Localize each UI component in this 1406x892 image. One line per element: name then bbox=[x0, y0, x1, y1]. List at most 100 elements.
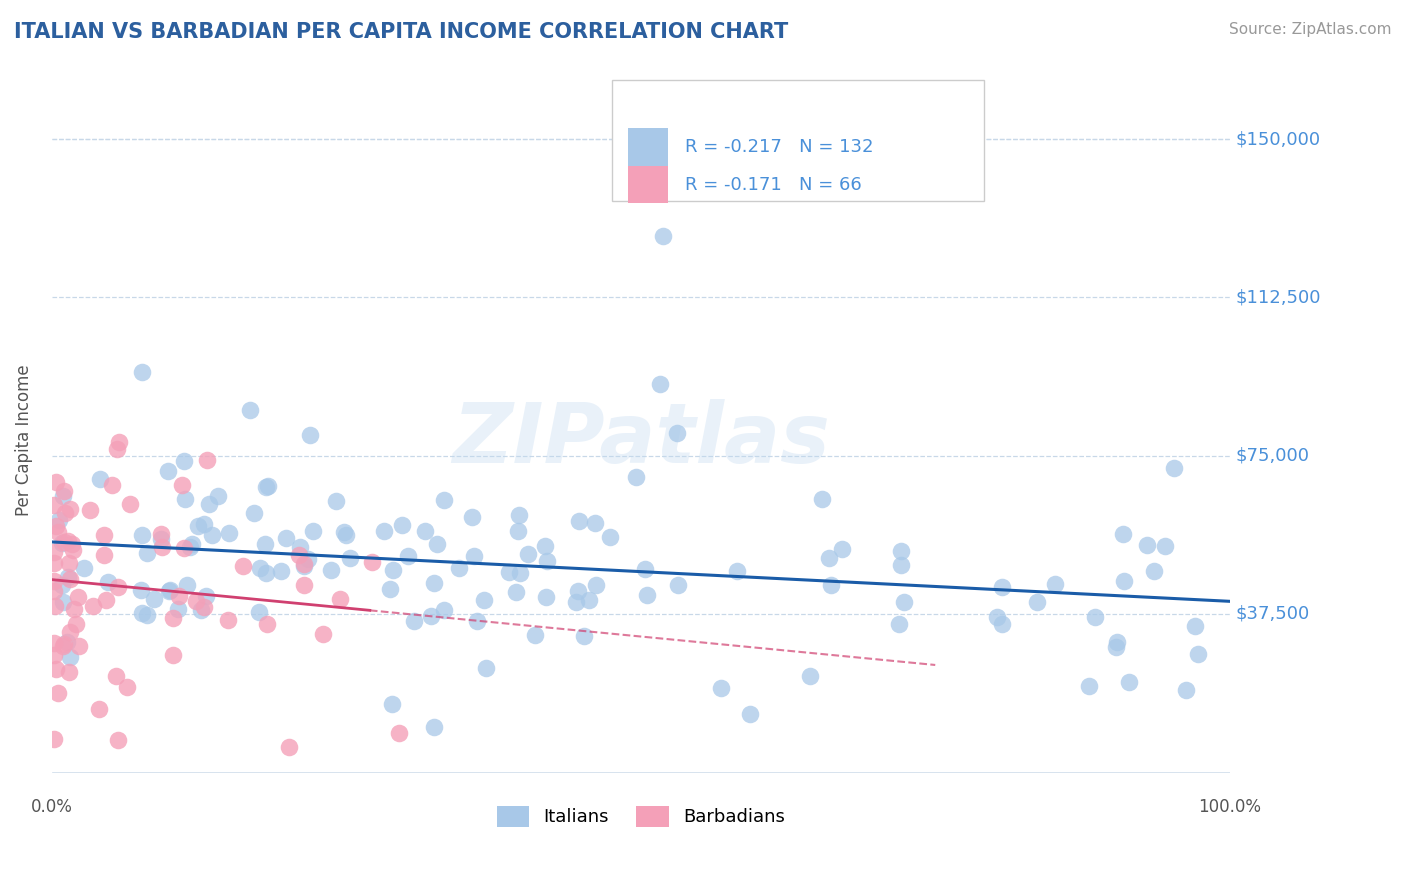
Point bbox=[463, 549, 485, 563]
Point bbox=[475, 661, 498, 675]
Point bbox=[270, 564, 292, 578]
Point bbox=[652, 229, 675, 244]
Point bbox=[187, 519, 209, 533]
Point bbox=[426, 537, 449, 551]
Point bbox=[301, 524, 323, 538]
Point bbox=[131, 365, 153, 379]
Y-axis label: Per Capita Income: Per Capita Income bbox=[15, 364, 32, 516]
Point bbox=[666, 577, 689, 591]
Point bbox=[96, 592, 118, 607]
Point bbox=[447, 560, 470, 574]
Text: $75,000: $75,000 bbox=[1236, 447, 1309, 465]
Point bbox=[509, 566, 531, 580]
Point bbox=[97, 574, 120, 589]
Point bbox=[173, 491, 195, 506]
Point bbox=[505, 585, 527, 599]
Point bbox=[52, 595, 75, 609]
Point bbox=[89, 473, 111, 487]
Point bbox=[890, 558, 912, 572]
Point bbox=[1112, 574, 1135, 589]
Point bbox=[115, 680, 138, 694]
Text: R = -0.171   N = 66: R = -0.171 N = 66 bbox=[685, 176, 862, 194]
Point bbox=[149, 527, 172, 541]
Point bbox=[42, 545, 65, 559]
Point bbox=[58, 665, 80, 679]
Point bbox=[325, 493, 347, 508]
Point bbox=[198, 497, 221, 511]
Point bbox=[725, 564, 748, 578]
Point bbox=[256, 480, 278, 494]
Point bbox=[44, 648, 66, 662]
Point bbox=[79, 503, 101, 517]
Point bbox=[298, 427, 321, 442]
Point bbox=[1084, 610, 1107, 624]
Point bbox=[59, 649, 82, 664]
Point bbox=[568, 514, 591, 528]
Point bbox=[818, 550, 841, 565]
Point bbox=[433, 603, 456, 617]
Point bbox=[42, 556, 65, 570]
Point bbox=[59, 572, 82, 586]
Point bbox=[465, 614, 488, 628]
Point bbox=[404, 614, 426, 628]
Point bbox=[193, 517, 215, 532]
Point bbox=[585, 578, 607, 592]
Point bbox=[329, 592, 352, 607]
Point bbox=[811, 491, 834, 506]
Point bbox=[131, 606, 153, 620]
Point bbox=[162, 648, 184, 662]
Point bbox=[162, 611, 184, 625]
Point bbox=[62, 543, 84, 558]
Point bbox=[142, 591, 165, 606]
Point bbox=[55, 506, 77, 520]
Point bbox=[433, 493, 456, 508]
Point bbox=[45, 662, 67, 676]
Point bbox=[799, 668, 821, 682]
Point bbox=[1184, 619, 1206, 633]
Point bbox=[498, 566, 520, 580]
Point bbox=[292, 578, 315, 592]
Point bbox=[831, 542, 853, 557]
Point bbox=[1025, 595, 1047, 609]
Point bbox=[193, 599, 215, 614]
Point bbox=[232, 559, 254, 574]
Point bbox=[378, 582, 401, 597]
Point bbox=[388, 726, 411, 740]
Point bbox=[986, 610, 1008, 624]
Point bbox=[534, 591, 557, 605]
Point bbox=[256, 617, 278, 632]
Point bbox=[59, 502, 82, 516]
Point bbox=[738, 707, 761, 722]
Point bbox=[42, 731, 65, 746]
Point bbox=[104, 669, 127, 683]
Point bbox=[396, 549, 419, 563]
Point bbox=[536, 554, 558, 568]
Point bbox=[93, 548, 115, 562]
Point bbox=[1187, 647, 1209, 661]
Point bbox=[508, 508, 530, 522]
Point bbox=[93, 528, 115, 542]
Point bbox=[413, 524, 436, 538]
Point bbox=[108, 434, 131, 449]
Point bbox=[1163, 461, 1185, 475]
Point bbox=[253, 537, 276, 551]
Point bbox=[517, 548, 540, 562]
Text: $112,500: $112,500 bbox=[1236, 288, 1322, 306]
Point bbox=[666, 426, 689, 441]
Point bbox=[51, 578, 73, 592]
Point bbox=[247, 605, 270, 619]
Point bbox=[648, 376, 671, 391]
Point bbox=[172, 478, 194, 492]
Point bbox=[179, 541, 201, 555]
Point bbox=[1135, 538, 1157, 552]
Text: $150,000: $150,000 bbox=[1236, 130, 1320, 148]
Point bbox=[254, 566, 277, 581]
Text: Source: ZipAtlas.com: Source: ZipAtlas.com bbox=[1229, 22, 1392, 37]
Point bbox=[583, 516, 606, 531]
Point bbox=[534, 539, 557, 553]
Point bbox=[152, 540, 174, 554]
Point bbox=[243, 506, 266, 520]
Point bbox=[58, 556, 80, 570]
Point bbox=[45, 475, 67, 490]
Point bbox=[51, 535, 73, 549]
